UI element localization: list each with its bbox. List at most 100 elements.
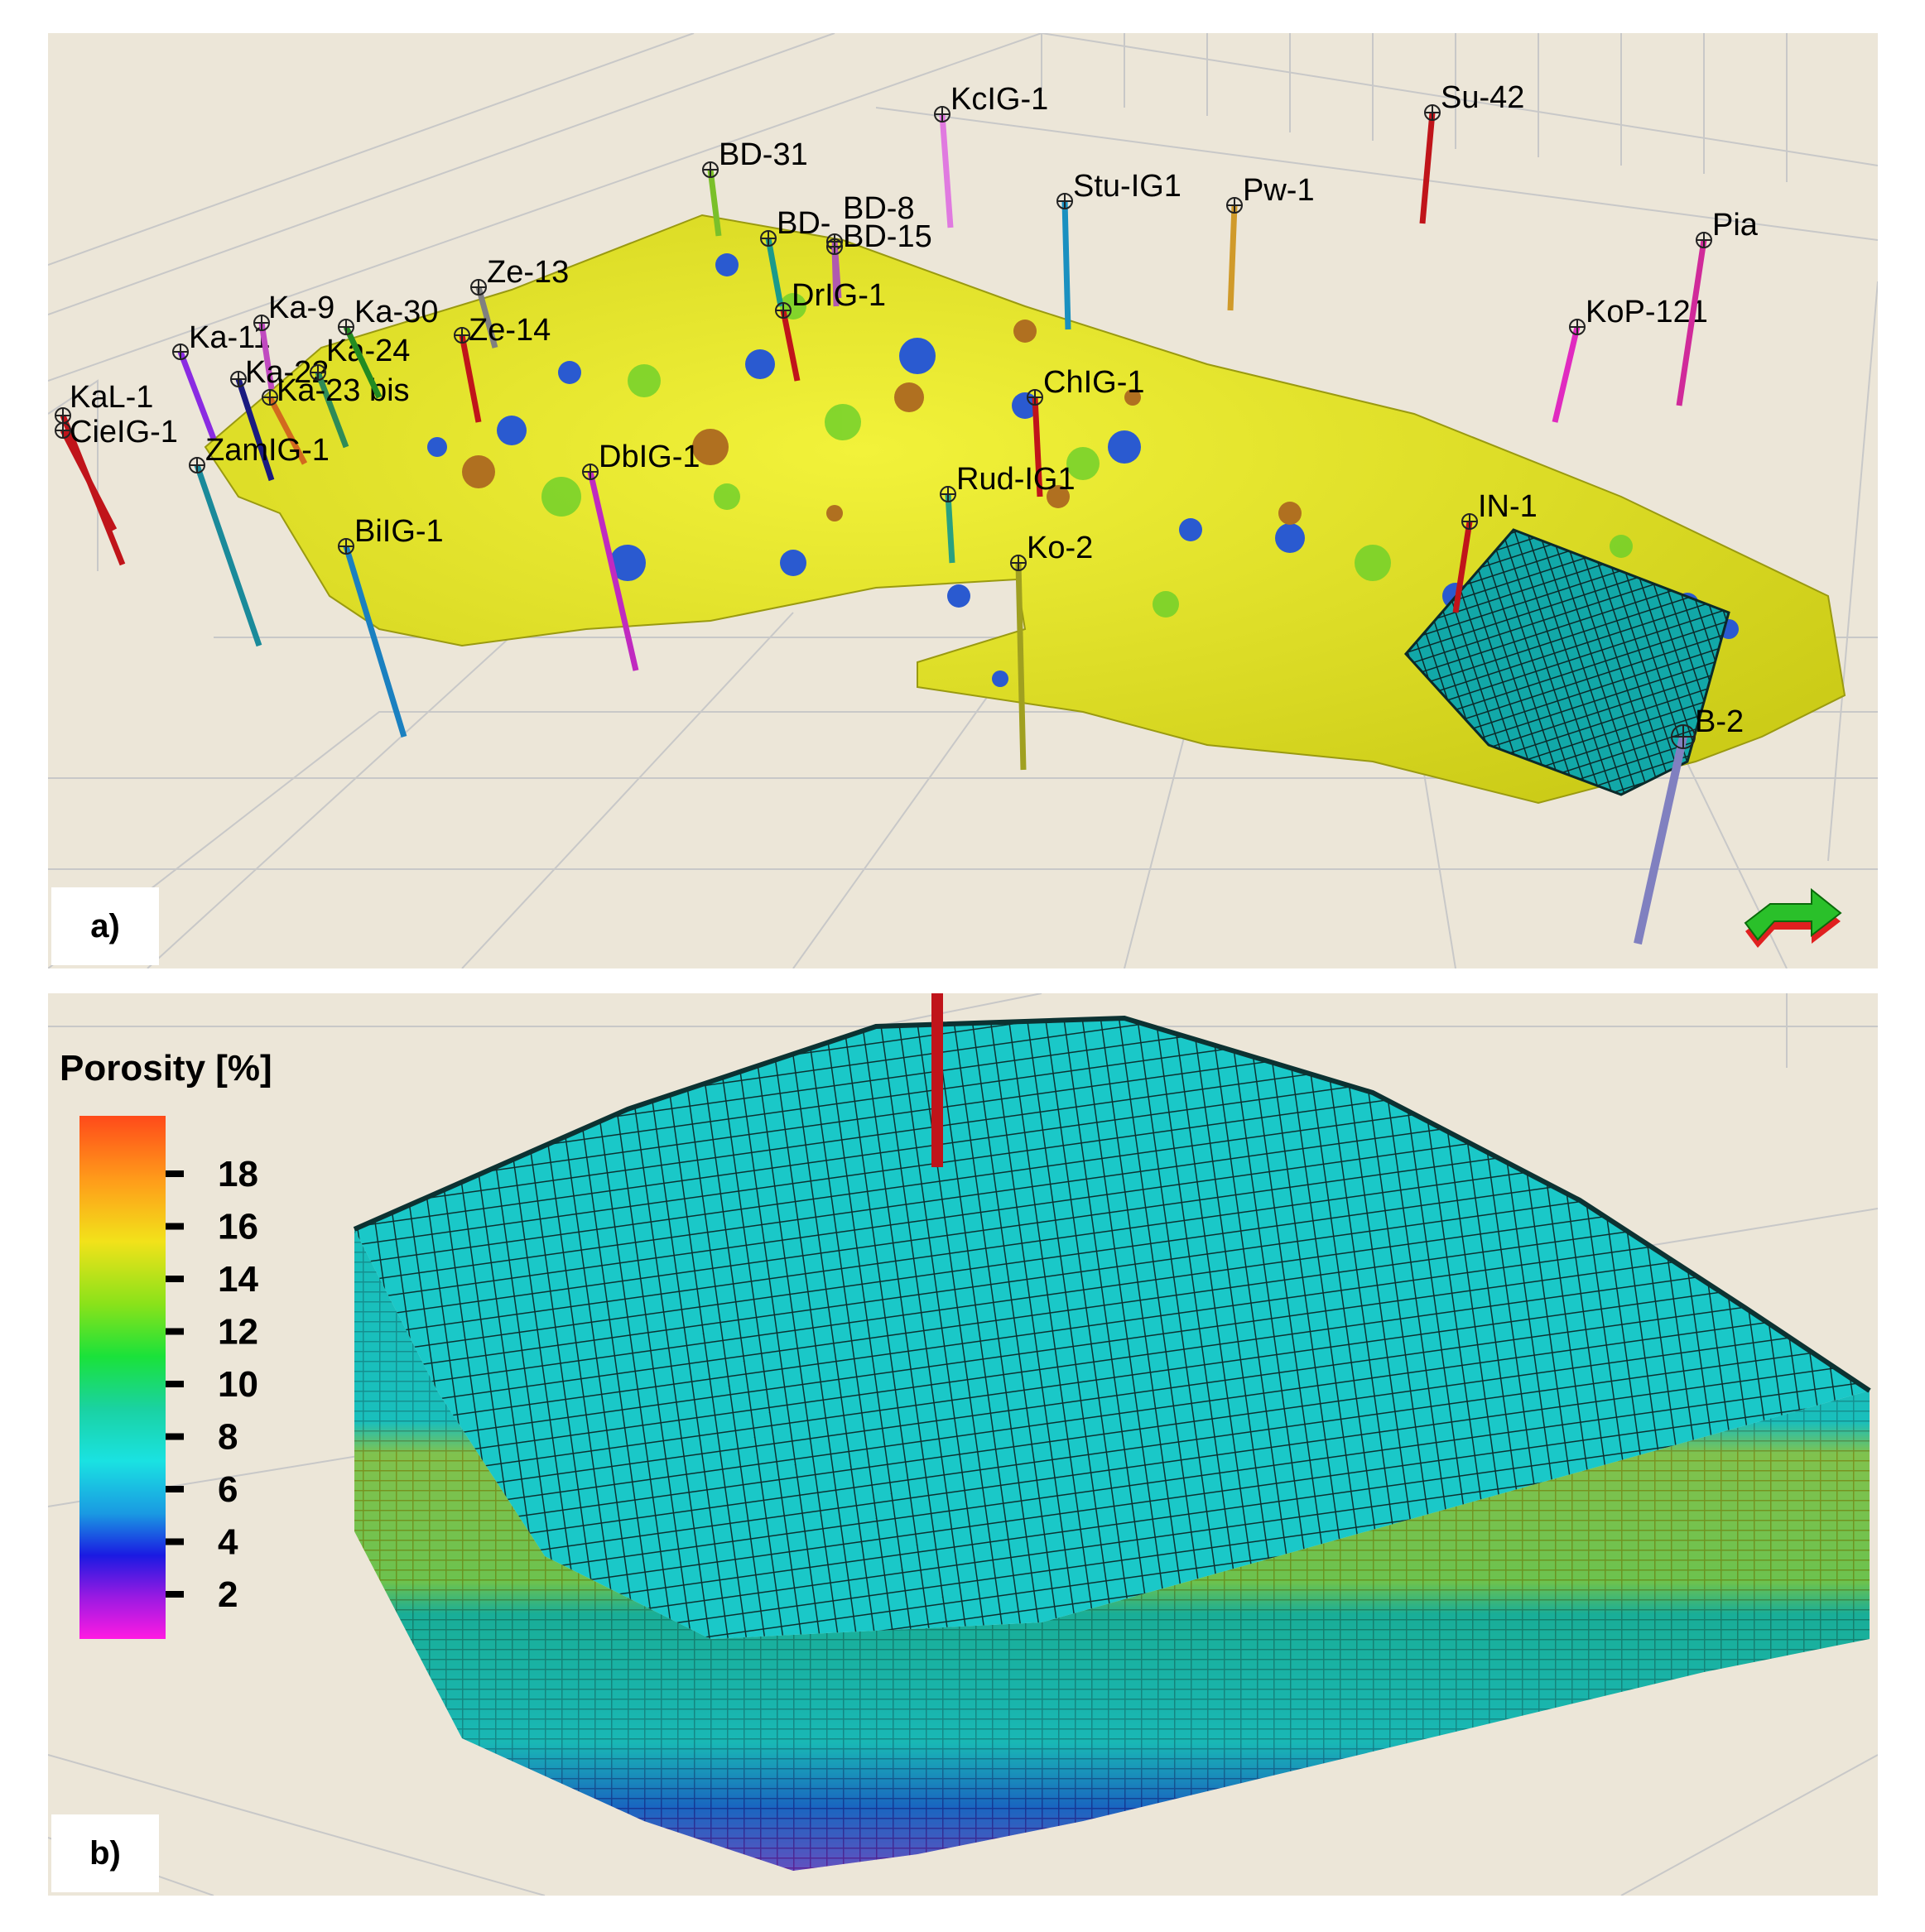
legend-tick-mark [166,1538,184,1545]
legend-tick-mark [166,1381,184,1387]
well-trajectory [1015,562,1027,771]
well: KcIG-1 [934,82,1048,228]
well-label: BD-8 [843,191,915,226]
well: DrIG-1 [775,278,886,382]
wellhead-cross-icon [55,423,70,438]
well: ChIG-1 [1027,365,1144,497]
wellhead-cross-icon [1462,514,1477,529]
well: Rud-IG1 [940,462,1076,564]
well-label: KaL-1 [70,380,153,415]
well-label: BD-15 [843,219,932,254]
wellhead-cross-icon [703,162,718,177]
well: IN-1 [1452,489,1538,613]
well: Ka-30 [338,295,438,399]
wellhead-cross-icon [941,487,955,502]
legend-tick-label: 16 [218,1207,258,1247]
well-label: Ka-24 [326,334,410,368]
well-label: B-2 [1695,704,1744,739]
wellhead-cross-icon [1027,390,1042,405]
well-trajectory [235,377,275,482]
well-trajectory [194,464,262,647]
well-label: BD- [777,206,830,241]
panel-a-label: a) [51,887,159,965]
wellhead-cross-icon [471,280,486,295]
legend-title: Porosity [%] [60,1048,272,1089]
well: KaL-1 [55,380,153,566]
panel-b-label: b) [51,1814,159,1892]
wellhead-cross-icon [1672,725,1695,748]
wellhead-cross-icon [173,344,188,359]
well: BD- [760,206,830,307]
well: CieIG-1 [55,415,178,531]
well-trajectory [315,371,349,449]
well-label: IN-1 [1478,489,1538,524]
reservoir-grid-block [353,1015,1871,1871]
well-label: ZamIG-1 [205,433,330,468]
legend-tick-label: 14 [218,1259,258,1300]
well-trajectory [459,334,482,423]
well-trajectory [587,471,639,671]
wellhead-cross-icon [1570,320,1585,334]
legend-colorbar [79,1116,166,1639]
legend-tick-mark [166,1486,184,1492]
well-trajectory [707,169,722,237]
wellhead-cross-icon [1011,555,1026,570]
well-label: Ka-9 [268,291,334,325]
well: DbIG-1 [582,440,700,671]
wellhead-cross-icon [935,107,950,122]
well-label: Ze-13 [487,255,569,290]
legend-tick-mark [166,1433,184,1440]
well: BD-31 [702,137,808,237]
well: BD-15 [826,219,932,307]
panel-a-3d-well-view: KaL-1 CieIG-1 Ka-11 Ka-9 Ka-22 Ka-24 Ka-23 bis… [48,33,1878,968]
wellhead-cross-icon [1057,194,1072,209]
well-label: CieIG-1 [70,415,178,449]
wellhead-cross-icon [455,328,469,343]
well: KoP-121 [1552,295,1708,423]
well-trajectory [258,322,275,390]
wellhead-cross-icon [231,372,246,387]
well: Pw-1 [1226,173,1315,311]
well-label: Su-42 [1441,80,1524,115]
well: ZamIG-1 [189,433,330,647]
well-trajectory [267,396,308,465]
well-label: DbIG-1 [599,440,700,474]
well-trajectory [60,429,118,531]
well-trajectory [343,545,407,738]
well: Ka-23 bis [262,373,410,465]
well: Ka-9 [253,291,334,390]
wellhead-cross-icon [339,320,354,334]
well-trajectory [1227,204,1238,311]
porosity-legend: Porosity [%] 18 16 14 12 10 8 6 4 2 [60,1048,272,1639]
legend-tick-label: 18 [218,1154,258,1194]
well-label: KcIG-1 [950,82,1048,117]
well-label: Pw-1 [1243,173,1315,208]
well: Ze-14 [454,313,551,423]
well-label: DrIG-1 [792,278,886,313]
legend-tick-label: 2 [218,1574,238,1615]
well-label: Ka-23 bis [277,373,410,408]
well: Stu-IG1 [1056,169,1181,330]
well: B-2 [1634,704,1744,945]
wellhead-cross-icon [583,464,598,479]
legend-tick-label: 6 [218,1469,238,1510]
legend-tick-label: 4 [218,1522,238,1563]
well-trajectory [780,310,801,382]
well: Ka-11 [172,320,271,440]
well-trajectory [1676,239,1707,406]
well-trajectory [177,350,217,440]
legend-tick-label: 8 [218,1417,238,1458]
well-label: BD-31 [719,137,808,172]
legend-tick-mark [166,1328,184,1335]
well-label: Ze-14 [469,313,551,348]
well: Ze-13 [470,255,569,348]
panel-b-scene: Porosity [%] 18 16 14 12 10 8 6 4 2 [48,993,1878,1896]
wellhead-cross-icon [262,390,277,405]
well-label: Ka-30 [354,295,438,329]
well-label: KoP-121 [1586,295,1708,329]
well-trajectory [939,113,954,228]
legend-ticks: 18 16 14 12 10 8 6 4 2 [166,1154,258,1615]
well-trajectory [1552,326,1581,423]
wellhead-cross-icon [827,239,842,254]
